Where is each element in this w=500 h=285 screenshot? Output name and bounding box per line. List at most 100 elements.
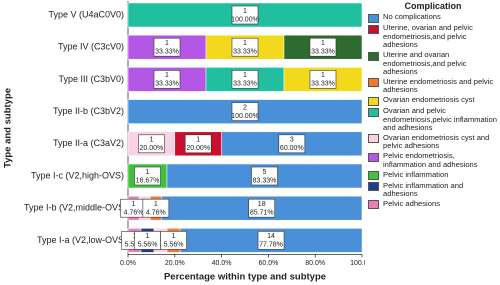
y-tick-label: Type V (U4aC0V0) xyxy=(48,9,124,19)
data-label: 33.33% xyxy=(233,49,257,56)
legend-label: No complications xyxy=(383,12,441,22)
data-label: 33.33% xyxy=(155,81,179,88)
data-label-box xyxy=(231,70,259,89)
data-label-box xyxy=(134,166,161,186)
data-label-box xyxy=(309,70,337,89)
data-label-box xyxy=(278,134,306,154)
data-label: 4.76% xyxy=(124,210,144,217)
data-label-box xyxy=(153,37,181,57)
data-label: 5.56% xyxy=(164,242,184,249)
data-label-box xyxy=(251,166,278,186)
y-tick-label: Type IV (C3cV0) xyxy=(58,42,124,52)
y-tick-label: Type I-a (V2,low-OVS xyxy=(37,235,124,245)
legend-swatch xyxy=(368,24,379,34)
data-label-box xyxy=(231,37,259,57)
x-tick-label: 40.0% xyxy=(212,260,232,267)
data-label-count: 1 xyxy=(321,40,325,47)
legend-swatch xyxy=(368,171,379,180)
legend-item: Ovarian and pelvic endometriosis,pelvic … xyxy=(368,106,498,132)
x-tick-label: 60.0% xyxy=(258,260,278,267)
plot: Type and subtype Percentage within type … xyxy=(3,1,374,283)
data-label-count: 1 xyxy=(321,72,325,79)
legend-item: Pelvic adhesions xyxy=(368,198,498,210)
data-label: 77.78% xyxy=(259,242,283,249)
data-label-count: 2 xyxy=(243,104,247,111)
y-tick-label: Type II-b (C3bV2) xyxy=(53,106,124,116)
data-label: 100.00% xyxy=(231,113,259,120)
data-label-count: 5 xyxy=(263,169,267,176)
data-label-count: 1 xyxy=(243,72,247,79)
data-label-box xyxy=(231,5,259,25)
data-label-count: 1 xyxy=(149,137,153,144)
data-label: 5.56% xyxy=(138,242,158,249)
legend-item: No complications xyxy=(368,12,498,23)
legend-label: Uterine endometriosis and pelvic adhesio… xyxy=(383,76,494,95)
data-label-box xyxy=(184,134,212,154)
y-tick-label: Type III (C3bV0) xyxy=(58,74,124,84)
legend-item: Uterine and ovarian endometriosis,and pe… xyxy=(368,50,498,76)
data-label-box xyxy=(160,231,187,250)
data-label: 85.71% xyxy=(250,210,274,217)
data-label: 100.00% xyxy=(231,16,259,23)
legend-swatch xyxy=(368,96,379,106)
data-label: 4.76% xyxy=(146,210,166,217)
legend-swatch xyxy=(368,107,379,117)
data-label: 33.33% xyxy=(155,49,179,56)
legend-swatch xyxy=(368,51,379,61)
data-label-box xyxy=(153,70,181,89)
legend-item: Ovarian endometriosis cyst and pelvic ad… xyxy=(368,133,498,151)
legend-title: Complication xyxy=(404,1,462,11)
data-label-count: 1 xyxy=(165,40,169,47)
x-tick-label: 100.0% xyxy=(350,260,365,267)
data-label-count: 3 xyxy=(290,137,294,144)
data-label-count: 1 xyxy=(132,201,136,208)
legend-label: Pelvic endometriosis, inflammation and a… xyxy=(383,151,478,169)
x-tick-label: 20.0% xyxy=(165,260,185,267)
legend-item: Ovarian endometriosis cyst xyxy=(368,95,498,106)
legend-swatch xyxy=(368,182,379,191)
y-axis-title: Type and subtype xyxy=(3,88,14,168)
data-label-count: 1 xyxy=(154,201,158,208)
data-label-count: 1 xyxy=(196,137,200,144)
legend-label: Pelvic inflammation xyxy=(383,169,449,179)
data-label: 16.67% xyxy=(136,177,160,184)
legend-swatch xyxy=(368,13,379,23)
legend-item: Pelvic endometriosis, inflammation and a… xyxy=(368,152,498,169)
legend-swatch xyxy=(368,134,379,144)
legend-swatch xyxy=(368,152,379,162)
legend-label: Ovarian and pelvic endometriosis,pelvic … xyxy=(383,106,497,132)
data-label-count: 1 xyxy=(172,233,176,240)
x-tick-label: 80.0% xyxy=(305,260,325,267)
data-label-box xyxy=(231,102,259,121)
y-tick-label: Type I-c (V2,high-OVS) xyxy=(31,170,124,180)
legend-label: Uterine, ovarian and pelvic endometriosi… xyxy=(383,23,473,50)
data-label: 33.33% xyxy=(311,81,335,88)
legend-swatch xyxy=(368,200,379,210)
data-label-count: 1 xyxy=(146,233,150,240)
data-label: 33.33% xyxy=(311,49,335,56)
legend-label: Uterine and ovarian endometriosis,and pe… xyxy=(383,50,467,76)
data-label-box xyxy=(248,198,275,218)
data-label-count: 1 xyxy=(243,8,247,15)
y-tick-label: Type II-a (C3aV2) xyxy=(53,138,124,148)
data-label: 20.00% xyxy=(140,145,164,152)
legend-item: Uterine endometriosis and pelvic adhesio… xyxy=(368,76,498,95)
data-label-count: 14 xyxy=(267,233,275,240)
data-label-count: 1 xyxy=(243,40,247,47)
data-label-box xyxy=(257,231,285,250)
data-label-box xyxy=(309,37,337,57)
x-axis-title: Percentage within type and subtype xyxy=(164,272,326,283)
data-label-count: 1 xyxy=(165,72,169,79)
legend-label: Pelvic inflammation and adhesions xyxy=(383,180,464,198)
data-label: 33.33% xyxy=(233,81,257,88)
x-tick-label: 0.0% xyxy=(120,260,136,267)
y-tick-label: Type I-b (V2,middle-OVS xyxy=(24,203,124,213)
legend-item: Pelvic inflammation xyxy=(368,169,498,180)
legend-item: Uterine, ovarian and pelvic endometriosi… xyxy=(368,24,498,49)
data-label: 20.00% xyxy=(186,145,210,152)
legend-label: Pelvic adhesions xyxy=(383,198,440,208)
legend-label: Ovarian endometriosis cyst xyxy=(383,95,475,105)
legend: Complication No complications Uterine, ov… xyxy=(368,1,498,211)
data-label-box xyxy=(138,134,165,154)
